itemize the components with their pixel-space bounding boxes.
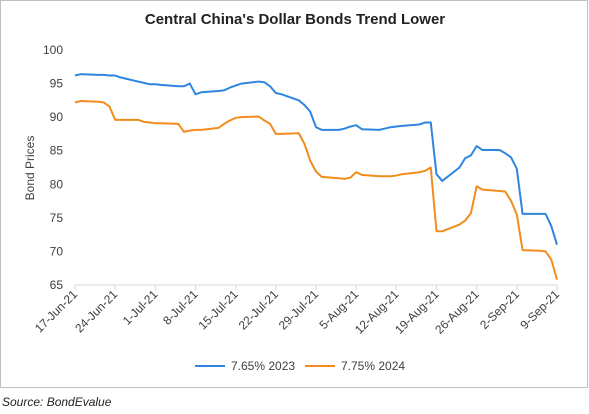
legend-label: 7.65% 2023 [231,359,295,373]
legend-label: 7.75% 2024 [341,359,405,373]
y-axis-label: Bond Prices [23,136,37,201]
y-tick-label: 85 [50,144,64,158]
chart-border [0,0,588,388]
y-tick-label: 70 [50,244,64,258]
y-tick-label: 100 [43,43,63,57]
y-tick-label: 65 [50,278,64,292]
series-line [74,100,558,280]
y-tick-label: 90 [50,110,64,124]
y-tick-label: 95 [50,77,64,91]
source: Source: BondEvalue [2,395,112,409]
series-line [74,73,558,246]
y-tick-label: 75 [50,211,64,225]
chart-title: Central China's Dollar Bonds Trend Lower [145,11,445,28]
y-tick-label: 80 [50,177,64,191]
